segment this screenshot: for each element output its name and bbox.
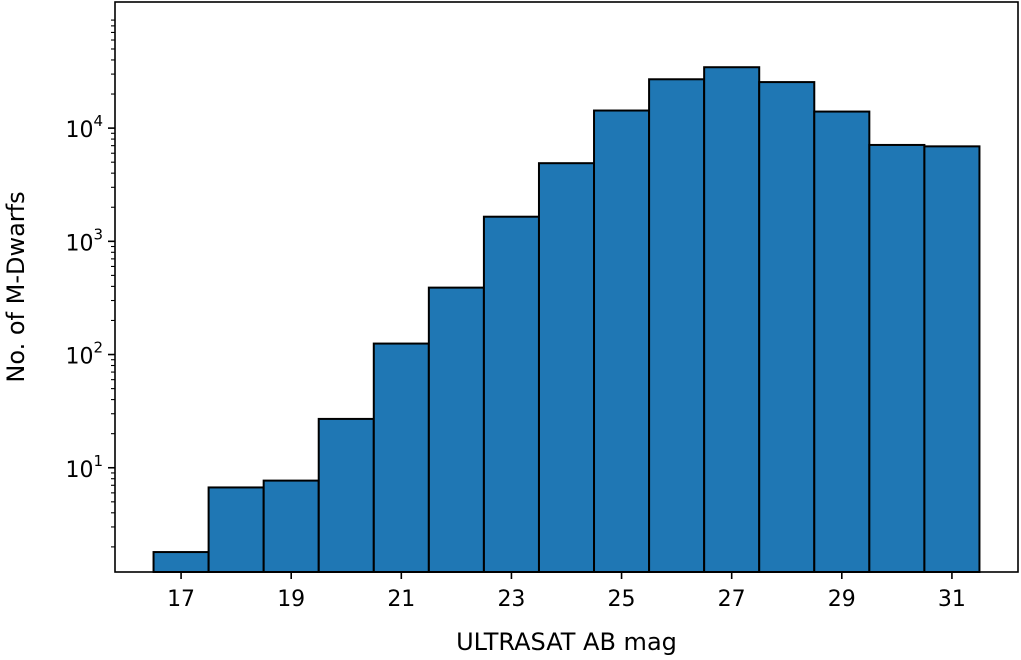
x-tick-label: 25 xyxy=(608,587,636,612)
histogram-bar xyxy=(868,143,926,573)
x-tick-label: 19 xyxy=(277,587,305,612)
histogram-bar xyxy=(427,286,485,573)
histogram-bar xyxy=(152,551,210,574)
histogram-bar xyxy=(537,162,596,573)
histogram-bar xyxy=(482,215,540,573)
histogram-bar xyxy=(593,109,651,574)
y-axis-label: No. of M-Dwarfs xyxy=(2,191,30,382)
y-tick-label: 103 xyxy=(65,225,103,256)
y-tick-label: 104 xyxy=(65,112,103,143)
x-axis-ticks: 17 19 21 23 25 27 29 31 xyxy=(167,572,966,612)
x-tick-label: 31 xyxy=(938,587,966,612)
y-tick-label: 101 xyxy=(65,452,103,483)
bars-group xyxy=(152,66,981,574)
x-tick-label: 23 xyxy=(497,587,525,612)
x-tick-label: 29 xyxy=(828,587,856,612)
plot-frame xyxy=(114,1,1019,573)
histogram-bar xyxy=(317,417,375,573)
histogram-bar xyxy=(813,110,871,573)
histogram-bar xyxy=(758,81,816,573)
y-axis-ticks: 101 102 103 104 xyxy=(65,19,115,548)
x-axis-label: ULTRASAT AB mag xyxy=(456,628,677,656)
histogram-bar xyxy=(648,78,706,573)
x-tick-label: 21 xyxy=(387,587,415,612)
y-tick-label: 102 xyxy=(65,339,103,370)
histogram-bar xyxy=(923,145,981,573)
histogram-bar xyxy=(372,342,430,573)
x-tick-label: 27 xyxy=(718,587,746,612)
histogram-bar xyxy=(207,486,265,573)
x-tick-label: 17 xyxy=(167,587,195,612)
histogram-bar xyxy=(262,479,320,573)
histogram-bar xyxy=(703,66,761,573)
